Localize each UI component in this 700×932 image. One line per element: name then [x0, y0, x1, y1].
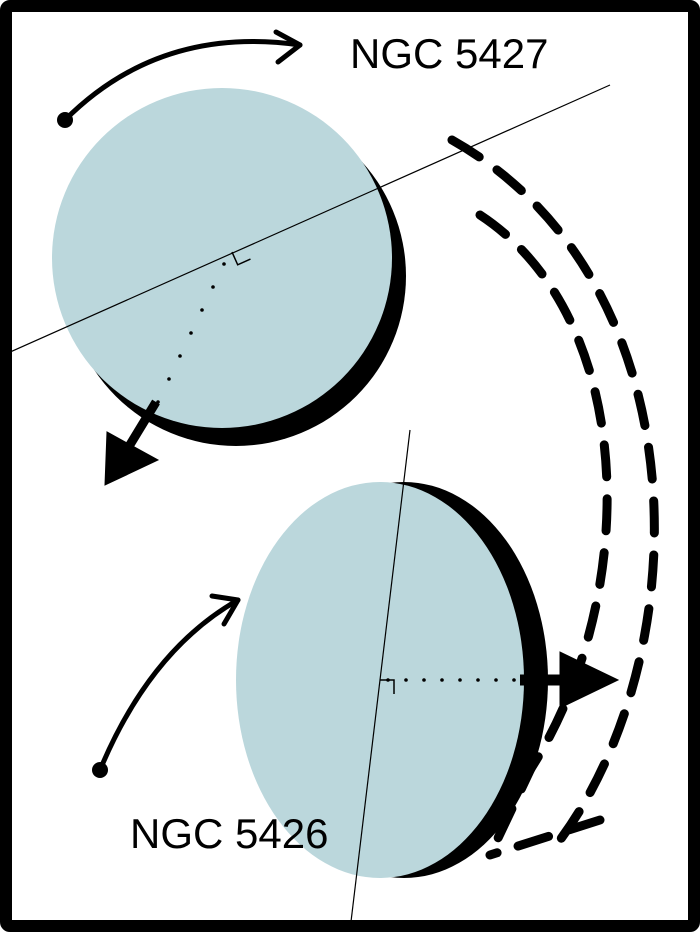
label-ngc-5426: NGC 5426: [130, 810, 328, 858]
label-ngc-5427: NGC 5427: [350, 30, 548, 78]
diagram-svg: [0, 0, 700, 932]
diagram-canvas: NGC 5427 NGC 5426: [0, 0, 700, 932]
galaxy-bottom-rotation: [92, 596, 238, 778]
galaxy-top-arrow: [105, 402, 158, 485]
galaxy-top: [0, 32, 610, 485]
